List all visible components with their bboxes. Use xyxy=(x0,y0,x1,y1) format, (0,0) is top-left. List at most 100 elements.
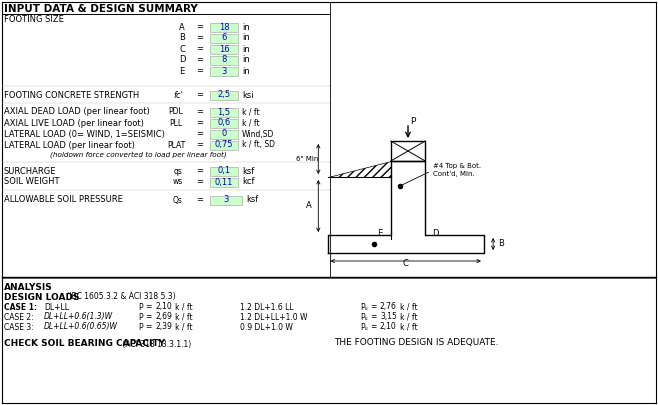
Text: DL+LL+0.6(1.3)W: DL+LL+0.6(1.3)W xyxy=(44,313,113,322)
Text: k / ft: k / ft xyxy=(175,322,193,332)
Text: (ACI 318 13.3.1.1): (ACI 318 13.3.1.1) xyxy=(120,339,191,348)
Text: =: = xyxy=(197,23,203,32)
Text: 0,75: 0,75 xyxy=(215,141,233,149)
Text: PDL: PDL xyxy=(168,107,184,117)
Text: =: = xyxy=(197,34,203,43)
Bar xyxy=(210,166,238,175)
Text: E: E xyxy=(377,230,382,239)
Bar xyxy=(210,55,238,64)
Text: in: in xyxy=(242,55,250,64)
Text: 3: 3 xyxy=(221,66,227,75)
Text: =: = xyxy=(197,166,203,175)
Text: 3: 3 xyxy=(223,196,229,205)
Text: 1.2 DL+1.6 LL: 1.2 DL+1.6 LL xyxy=(240,303,293,311)
Text: =: = xyxy=(197,141,203,149)
Text: (IBC 1605.3.2 & ACI 318 5.3): (IBC 1605.3.2 & ACI 318 5.3) xyxy=(64,292,176,301)
Text: CHECK SOIL BEARING CAPACITY: CHECK SOIL BEARING CAPACITY xyxy=(4,339,165,348)
Text: PLAT: PLAT xyxy=(167,141,185,149)
Text: Pᵤ: Pᵤ xyxy=(360,313,368,322)
Text: =: = xyxy=(197,55,203,64)
Text: =: = xyxy=(145,322,151,332)
Text: k / ft, SD: k / ft, SD xyxy=(242,141,275,149)
Text: =: = xyxy=(197,45,203,53)
Text: k / ft: k / ft xyxy=(242,119,260,128)
Text: D: D xyxy=(432,228,439,237)
Text: =: = xyxy=(370,313,376,322)
Bar xyxy=(210,119,238,128)
Text: 1.2 DL+LL+1.0 W: 1.2 DL+LL+1.0 W xyxy=(240,313,307,322)
Text: CASE 3:: CASE 3: xyxy=(4,322,34,332)
Text: 3,15: 3,15 xyxy=(380,313,397,322)
Text: Cont'd, Min.: Cont'd, Min. xyxy=(433,171,475,177)
Text: AXIAL LIVE LOAD (per linear foot): AXIAL LIVE LOAD (per linear foot) xyxy=(4,119,144,128)
Text: C: C xyxy=(179,45,185,53)
Bar xyxy=(210,130,238,139)
Text: DESIGN LOADS: DESIGN LOADS xyxy=(4,292,80,301)
Text: 2,10: 2,10 xyxy=(155,303,172,311)
Text: in: in xyxy=(242,34,250,43)
Text: #4 Top & Bot.: #4 Top & Bot. xyxy=(433,163,481,169)
Text: =: = xyxy=(197,177,203,186)
Text: C: C xyxy=(403,258,409,267)
Text: ksf: ksf xyxy=(246,196,258,205)
Text: qs: qs xyxy=(174,166,182,175)
Text: 0: 0 xyxy=(221,130,226,139)
Text: CASE 2:: CASE 2: xyxy=(4,313,34,322)
Text: D: D xyxy=(179,55,186,64)
Text: 2,5: 2,5 xyxy=(217,90,230,100)
Text: k / ft: k / ft xyxy=(175,313,193,322)
Text: in: in xyxy=(242,45,250,53)
Text: 6" Min: 6" Min xyxy=(295,156,318,162)
Text: 0,11: 0,11 xyxy=(215,177,233,186)
Text: kcf: kcf xyxy=(242,177,255,186)
Text: 0.9 DL+1.0 W: 0.9 DL+1.0 W xyxy=(240,322,293,332)
Text: =: = xyxy=(370,303,376,311)
Text: A: A xyxy=(306,202,312,211)
Text: 2,76: 2,76 xyxy=(380,303,397,311)
Text: 0,6: 0,6 xyxy=(217,119,230,128)
Text: 0,1: 0,1 xyxy=(217,166,230,175)
Text: INPUT DATA & DESIGN SUMMARY: INPUT DATA & DESIGN SUMMARY xyxy=(4,4,198,14)
Text: 2,39: 2,39 xyxy=(155,322,172,332)
Text: 8: 8 xyxy=(221,55,227,64)
Text: =: = xyxy=(197,130,203,139)
Text: ALLOWABLE SOIL PRESSURE: ALLOWABLE SOIL PRESSURE xyxy=(4,196,123,205)
Text: DL+LL+0.6(0.65)W: DL+LL+0.6(0.65)W xyxy=(44,322,118,332)
Text: Pᵤ: Pᵤ xyxy=(360,322,368,332)
Bar xyxy=(210,66,238,75)
Text: =: = xyxy=(197,119,203,128)
Text: 6: 6 xyxy=(221,34,227,43)
Text: THE FOOTING DESIGN IS ADEQUATE.: THE FOOTING DESIGN IS ADEQUATE. xyxy=(334,337,499,347)
Text: E: E xyxy=(180,66,185,75)
Bar xyxy=(210,141,238,149)
Text: ksf: ksf xyxy=(242,166,254,175)
Text: P: P xyxy=(138,322,143,332)
Text: ksi: ksi xyxy=(242,90,253,100)
Text: (holdown force converted to load per linear foot): (holdown force converted to load per lin… xyxy=(50,152,227,158)
Text: Wind,SD: Wind,SD xyxy=(242,130,274,139)
Bar xyxy=(210,107,238,117)
Text: k / ft: k / ft xyxy=(400,303,418,311)
Text: in: in xyxy=(242,23,250,32)
Text: SOIL WEIGHT: SOIL WEIGHT xyxy=(4,177,59,186)
Text: B: B xyxy=(497,239,503,249)
Text: 1,5: 1,5 xyxy=(217,107,230,117)
Text: DL+LL: DL+LL xyxy=(44,303,69,311)
Text: =: = xyxy=(145,313,151,322)
Text: Qs: Qs xyxy=(173,196,183,205)
Text: PLL: PLL xyxy=(170,119,182,128)
Text: B: B xyxy=(179,34,185,43)
Text: 2,10: 2,10 xyxy=(380,322,397,332)
Text: AXIAL DEAD LOAD (per linear foot): AXIAL DEAD LOAD (per linear foot) xyxy=(4,107,150,117)
Bar xyxy=(210,177,238,186)
Text: ws: ws xyxy=(173,177,183,186)
Text: =: = xyxy=(197,90,203,100)
Text: LATERAL LOAD (0= WIND, 1=SEISMIC): LATERAL LOAD (0= WIND, 1=SEISMIC) xyxy=(4,130,165,139)
Text: Pᵤ: Pᵤ xyxy=(360,303,368,311)
Text: k / ft: k / ft xyxy=(400,322,418,332)
Text: =: = xyxy=(197,66,203,75)
Text: FOOTING SIZE: FOOTING SIZE xyxy=(4,15,64,24)
Text: P: P xyxy=(138,303,143,311)
Text: k / ft: k / ft xyxy=(242,107,260,117)
Text: =: = xyxy=(197,107,203,117)
